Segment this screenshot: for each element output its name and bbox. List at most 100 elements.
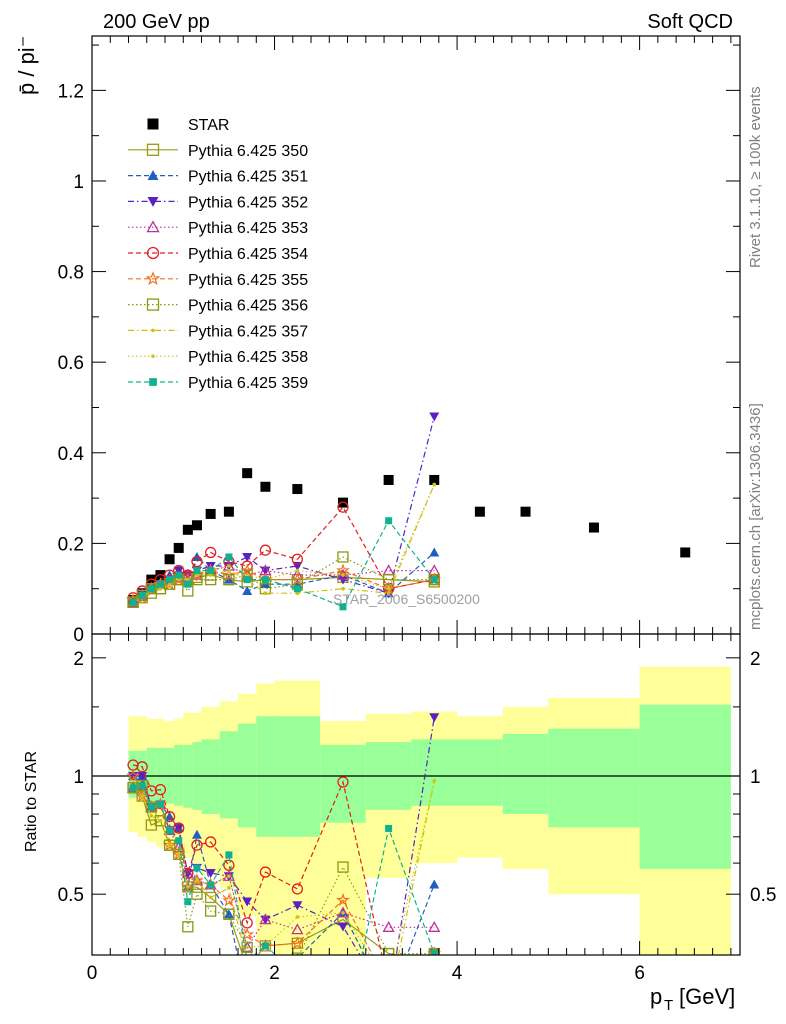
data-point-marker bbox=[190, 567, 204, 582]
data-point-marker bbox=[243, 576, 251, 584]
data-point-marker bbox=[241, 941, 253, 953]
data-point-marker bbox=[242, 468, 253, 479]
data-point-marker bbox=[432, 779, 437, 783]
data-point-marker bbox=[339, 603, 347, 611]
data-point-marker bbox=[184, 580, 192, 588]
data-point-marker bbox=[429, 956, 439, 966]
ratio-series-line bbox=[133, 775, 435, 955]
legend-entry: STAR bbox=[147, 117, 229, 134]
data-point-marker bbox=[427, 946, 442, 955]
x-tick-label: 6 bbox=[634, 963, 645, 984]
data-point-marker bbox=[429, 412, 440, 422]
data-point-marker bbox=[242, 552, 253, 562]
data-point-marker bbox=[337, 922, 348, 932]
data-point-marker bbox=[242, 996, 252, 1005]
series-line bbox=[132, 519, 435, 608]
data-point-marker bbox=[138, 782, 146, 790]
data-point-marker bbox=[520, 506, 531, 517]
data-point-marker bbox=[204, 546, 217, 559]
data-point-marker bbox=[242, 963, 252, 973]
data-point-marker bbox=[147, 118, 159, 130]
data-point-marker bbox=[146, 143, 160, 156]
data-point-marker bbox=[385, 824, 393, 832]
legend-entry: Pythia 6.425 355 bbox=[128, 271, 308, 289]
data-point-marker bbox=[292, 484, 303, 495]
data-point-marker bbox=[291, 883, 304, 895]
data-point-marker bbox=[387, 983, 391, 987]
data-point-marker bbox=[430, 576, 438, 584]
data-point-marker bbox=[208, 895, 213, 900]
legend-entry: Pythia 6.425 354 bbox=[128, 246, 308, 263]
data-point-marker bbox=[145, 801, 157, 813]
data-point-marker bbox=[163, 811, 176, 823]
header-right-label: Soft QCD bbox=[647, 11, 733, 33]
data-point-marker bbox=[259, 544, 272, 556]
data-point-marker bbox=[261, 942, 269, 950]
legend-entry: Pythia 6.425 358 bbox=[128, 349, 308, 366]
data-point-marker bbox=[126, 768, 140, 782]
data-point-marker bbox=[138, 591, 146, 599]
data-point-marker bbox=[166, 826, 174, 834]
data-point-marker bbox=[176, 852, 181, 857]
data-point-marker bbox=[204, 891, 217, 904]
band-inner-bin bbox=[155, 747, 166, 802]
data-point-marker bbox=[336, 563, 350, 577]
data-point-marker bbox=[680, 547, 691, 558]
data-point-marker bbox=[242, 585, 253, 595]
data-point-marker bbox=[147, 585, 155, 593]
data-point-marker bbox=[173, 824, 184, 834]
data-point-marker bbox=[162, 837, 177, 852]
data-point-marker bbox=[151, 328, 155, 333]
ratio-y-tick-label-right: 2 bbox=[750, 649, 761, 670]
series-line bbox=[132, 484, 435, 603]
svg-text:p: p bbox=[650, 984, 662, 1009]
data-point-marker bbox=[208, 573, 213, 577]
data-point-marker bbox=[341, 911, 345, 915]
data-point-marker bbox=[383, 979, 394, 989]
data-point-marker bbox=[225, 851, 233, 859]
x-tick-label: 4 bbox=[452, 963, 463, 984]
data-point-marker bbox=[186, 885, 190, 889]
data-point-marker bbox=[430, 950, 438, 955]
series-10 bbox=[129, 517, 438, 611]
data-point-marker bbox=[190, 873, 204, 887]
ratio-series-line bbox=[132, 785, 435, 955]
data-point-marker bbox=[295, 915, 300, 919]
data-point-marker bbox=[167, 582, 172, 586]
data-point-marker bbox=[145, 583, 157, 595]
data-point-marker bbox=[336, 892, 350, 907]
data-point-marker bbox=[149, 378, 157, 386]
data-point-marker bbox=[140, 794, 144, 798]
legend-entry: Pythia 6.425 350 bbox=[128, 143, 308, 160]
series-line bbox=[132, 416, 435, 601]
band-inner-bin bbox=[219, 731, 239, 819]
data-point-marker bbox=[176, 577, 181, 582]
data-point-marker bbox=[296, 990, 300, 994]
data-point-marker bbox=[136, 780, 148, 792]
data-point-marker bbox=[341, 956, 345, 960]
data-point-marker bbox=[223, 909, 234, 919]
legend-label: Pythia 6.425 351 bbox=[188, 169, 308, 186]
data-point-marker bbox=[175, 571, 183, 579]
data-point-marker bbox=[204, 836, 217, 848]
plot-frames bbox=[91, 35, 741, 956]
data-point-marker bbox=[127, 782, 139, 794]
data-point-marker bbox=[242, 897, 253, 907]
data-point-marker bbox=[136, 761, 148, 773]
data-point-marker bbox=[240, 927, 255, 941]
data-point-marker bbox=[336, 906, 350, 918]
main-y-tick-label: 0 bbox=[73, 625, 84, 646]
data-point-marker bbox=[337, 501, 349, 513]
data-point-marker bbox=[163, 839, 176, 851]
data-point-marker bbox=[432, 482, 437, 487]
data-point-marker bbox=[173, 822, 185, 834]
data-point-marker bbox=[193, 567, 201, 575]
ratio-series-line bbox=[132, 764, 435, 955]
data-point-marker bbox=[429, 713, 440, 723]
data-point-marker bbox=[207, 567, 215, 575]
data-point-marker bbox=[382, 573, 395, 586]
data-point-marker bbox=[127, 596, 139, 608]
data-point-marker bbox=[245, 573, 249, 577]
rivet-version-label: Rivet 3.1.10, ≥ 100k events bbox=[747, 86, 764, 268]
data-point-marker bbox=[292, 901, 303, 911]
